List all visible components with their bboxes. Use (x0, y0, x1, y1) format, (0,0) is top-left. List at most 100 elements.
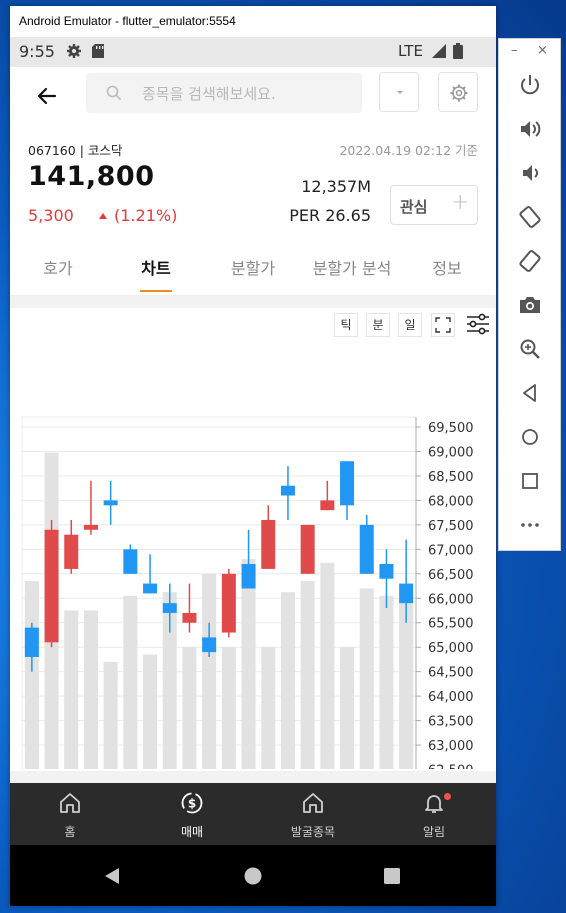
nav-trade-label: 매매 (152, 823, 232, 840)
sd-card-icon (91, 43, 105, 63)
watchlist-add-button[interactable]: 관심 + (390, 185, 478, 225)
y-tick-label: 67,500 (428, 519, 474, 534)
home-circle-outline-icon[interactable] (517, 424, 543, 450)
candle-body (182, 613, 196, 623)
android-status-bar: 9:55 LTE (10, 37, 496, 67)
power-icon[interactable] (517, 72, 543, 98)
volume-bar (202, 574, 216, 769)
candle-body (281, 486, 295, 496)
window-titlebar[interactable]: Android Emulator - flutter_emulator:5554 (10, 6, 496, 36)
chart-minute-button[interactable]: 분 (366, 313, 390, 337)
candle-body (320, 500, 334, 510)
change-percent-text: (1.21%) (114, 206, 177, 225)
y-tick-label: 68,500 (428, 470, 474, 485)
chart-tick-button[interactable]: 틱 (334, 313, 358, 337)
fullscreen-button[interactable] (431, 313, 455, 337)
y-tick-label: 63,500 (428, 715, 474, 730)
candle-body (261, 520, 275, 569)
nav-discover[interactable]: 발굴종목 (273, 783, 353, 845)
tab-chart[interactable]: 차트 (141, 255, 170, 279)
volume-bar (84, 611, 98, 770)
watchlist-label: 관심 (400, 196, 428, 217)
chevron-down-icon (394, 89, 406, 97)
current-price: 141,800 (28, 161, 154, 192)
rotate-left-icon[interactable] (517, 204, 543, 230)
candle-body (104, 500, 118, 505)
stock-code-market: 067160 | 코스닥 (28, 140, 122, 159)
tab-info[interactable]: 정보 (432, 255, 461, 279)
section-divider (10, 296, 496, 308)
sliders-icon (465, 311, 491, 337)
tab-orderbook[interactable]: 호가 (43, 255, 72, 279)
candle-body (64, 535, 78, 569)
quote-datetime: 2022.04.19 02:12 기준 (339, 140, 478, 159)
volume-bar (261, 647, 275, 769)
back-button[interactable] (32, 81, 62, 111)
volume-bar (143, 655, 157, 769)
search-icon (106, 85, 122, 105)
dropdown-button[interactable] (379, 72, 419, 112)
network-type-label: LTE (398, 42, 423, 60)
y-tick-label: 63,000 (428, 739, 474, 754)
search-input[interactable]: 종목을 검색해보세요. (86, 73, 362, 113)
back-triangle-icon[interactable] (102, 866, 122, 886)
bell-icon (422, 791, 446, 815)
volume-bar (64, 611, 78, 770)
exchange-icon: $ (180, 791, 204, 815)
settings-button[interactable] (438, 72, 478, 112)
minimize-icon[interactable]: – (511, 43, 518, 58)
volume-bar (320, 563, 334, 769)
chart-day-button[interactable]: 일 (398, 313, 422, 337)
y-tick-label: 65,000 (428, 641, 474, 656)
zoom-icon[interactable] (517, 336, 543, 362)
home-circle-icon[interactable] (243, 866, 263, 886)
volume-down-icon[interactable] (517, 160, 543, 186)
chart-bottom-divider (10, 771, 496, 783)
candle-body (399, 584, 413, 604)
overview-icon[interactable] (517, 468, 543, 494)
plot-area (22, 417, 416, 769)
candle-body (143, 584, 157, 594)
candle-body (360, 525, 374, 574)
rotate-right-icon[interactable] (517, 248, 543, 274)
volume-bar (360, 588, 374, 769)
candle-body (45, 530, 59, 643)
tab-split-analysis[interactable]: 분할가 분석 (313, 255, 392, 279)
volume-bar (182, 647, 196, 769)
fullscreen-icon (432, 314, 454, 336)
nav-alerts[interactable]: 알림 (394, 783, 474, 845)
nav-trade[interactable]: $ 매매 (152, 783, 232, 845)
search-placeholder: 종목을 검색해보세요. (142, 83, 276, 104)
volume-bar (222, 647, 236, 769)
app-screen: 종목을 검색해보세요. 067160 | 코스닥 2022.04.19 02:1… (10, 67, 496, 783)
candle-body (301, 525, 315, 574)
status-time: 9:55 (19, 42, 55, 61)
volume-up-icon[interactable] (517, 116, 543, 142)
y-tick-label: 66,000 (428, 592, 474, 607)
candle-body (123, 549, 137, 573)
candle-body (379, 564, 393, 579)
y-tick-label: 66,500 (428, 568, 474, 583)
close-icon[interactable]: × (537, 43, 548, 58)
y-tick-label: 67,000 (428, 543, 474, 558)
nav-home[interactable]: 홈 (30, 783, 110, 845)
active-tab-indicator (140, 290, 172, 292)
candlestick-chart[interactable]: 69,500 69,000 68,500 68,000 67,500 67,000 66,5… (10, 349, 496, 781)
recents-square-icon[interactable] (383, 867, 401, 885)
battery-icon (453, 43, 463, 63)
alert-badge (444, 793, 451, 800)
settings-gear-icon (66, 43, 82, 63)
back-icon[interactable] (517, 380, 543, 406)
tab-split-price[interactable]: 분할가 (231, 255, 275, 279)
candle-body (25, 628, 39, 657)
chart-settings-button[interactable] (465, 311, 491, 337)
volume-bar (25, 581, 39, 769)
nav-discover-label: 발굴종목 (273, 823, 353, 840)
plus-icon: + (451, 190, 469, 215)
more-icon[interactable] (517, 512, 543, 538)
emulator-window: Android Emulator - flutter_emulator:5554… (10, 6, 496, 906)
camera-icon[interactable] (517, 292, 543, 318)
emulator-side-panel: – × (498, 38, 561, 551)
nav-home-label: 홈 (30, 823, 110, 840)
trade-volume: 12,357M (301, 177, 371, 196)
